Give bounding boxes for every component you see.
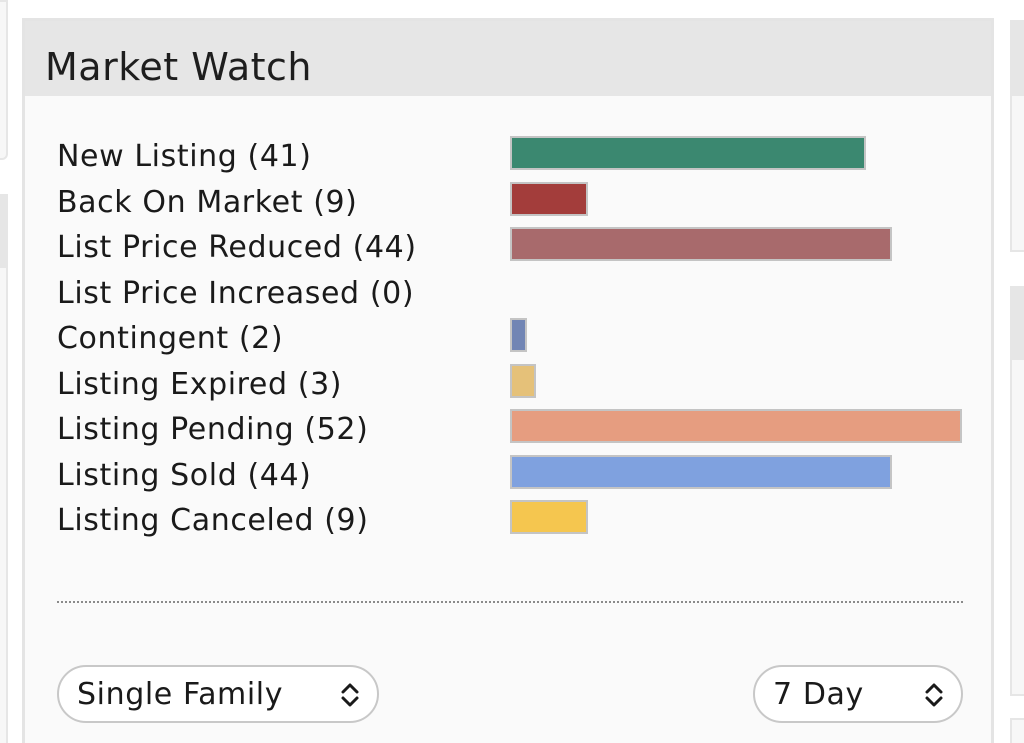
market-item[interactable]: New Listing (41)	[25, 134, 991, 180]
market-item[interactable]: List Price Reduced (44)	[25, 225, 991, 271]
property-type-value: Single Family	[77, 677, 284, 712]
market-item-bar	[510, 409, 962, 443]
market-item-label[interactable]: Back On Market (9)	[57, 184, 358, 220]
market-item[interactable]: List Price Increased (0)	[25, 271, 991, 317]
left-panel-fragment-bottom	[0, 194, 8, 743]
market-item-bar	[510, 181, 588, 216]
panel-header: Market Watch	[25, 21, 991, 96]
market-item-label[interactable]: Listing Pending (52)	[57, 412, 369, 447]
up-down-chevron-icon	[341, 683, 359, 707]
property-type-select[interactable]: Single Family	[57, 665, 379, 723]
market-item[interactable]: Back On Market (9)	[25, 180, 991, 226]
market-item[interactable]: Listing Sold (44)	[25, 453, 991, 499]
market-item-bar	[510, 500, 588, 534]
panel-title: Market Watch	[45, 45, 313, 89]
market-item-label[interactable]: List Price Reduced (44)	[57, 230, 417, 265]
divider	[57, 601, 963, 603]
market-item-bar	[510, 454, 892, 489]
market-item-label[interactable]: Listing Canceled (9)	[57, 503, 369, 538]
market-item[interactable]: Listing Canceled (9)	[25, 498, 991, 544]
period-value: 7 Day	[773, 677, 864, 712]
market-watch-panel: Market Watch New Listing (41) Back On Mar…	[22, 18, 994, 743]
market-item-bar	[510, 136, 866, 170]
right-panel-fragment-bottom	[1010, 718, 1024, 743]
left-panel-fragment-top	[0, 0, 8, 160]
market-item-label[interactable]: Listing Sold (44)	[57, 457, 312, 493]
market-item-label[interactable]: Contingent (2)	[57, 321, 284, 356]
up-down-chevron-icon	[925, 683, 943, 707]
period-select[interactable]: 7 Day	[753, 665, 963, 723]
market-item[interactable]: Listing Expired (3)	[25, 362, 991, 408]
market-item[interactable]: Listing Pending (52)	[25, 407, 991, 453]
market-item-bar	[510, 363, 536, 398]
market-item-bar	[510, 318, 527, 352]
market-item-bar	[510, 227, 892, 261]
market-item-label[interactable]: Listing Expired (3)	[57, 366, 343, 402]
market-item[interactable]: Contingent (2)	[25, 316, 991, 362]
right-panel-fragment-top	[1010, 20, 1024, 252]
right-panel-fragment-middle	[1010, 286, 1024, 696]
market-item-label[interactable]: List Price Increased (0)	[57, 275, 415, 311]
market-item-label[interactable]: New Listing (41)	[57, 139, 312, 174]
